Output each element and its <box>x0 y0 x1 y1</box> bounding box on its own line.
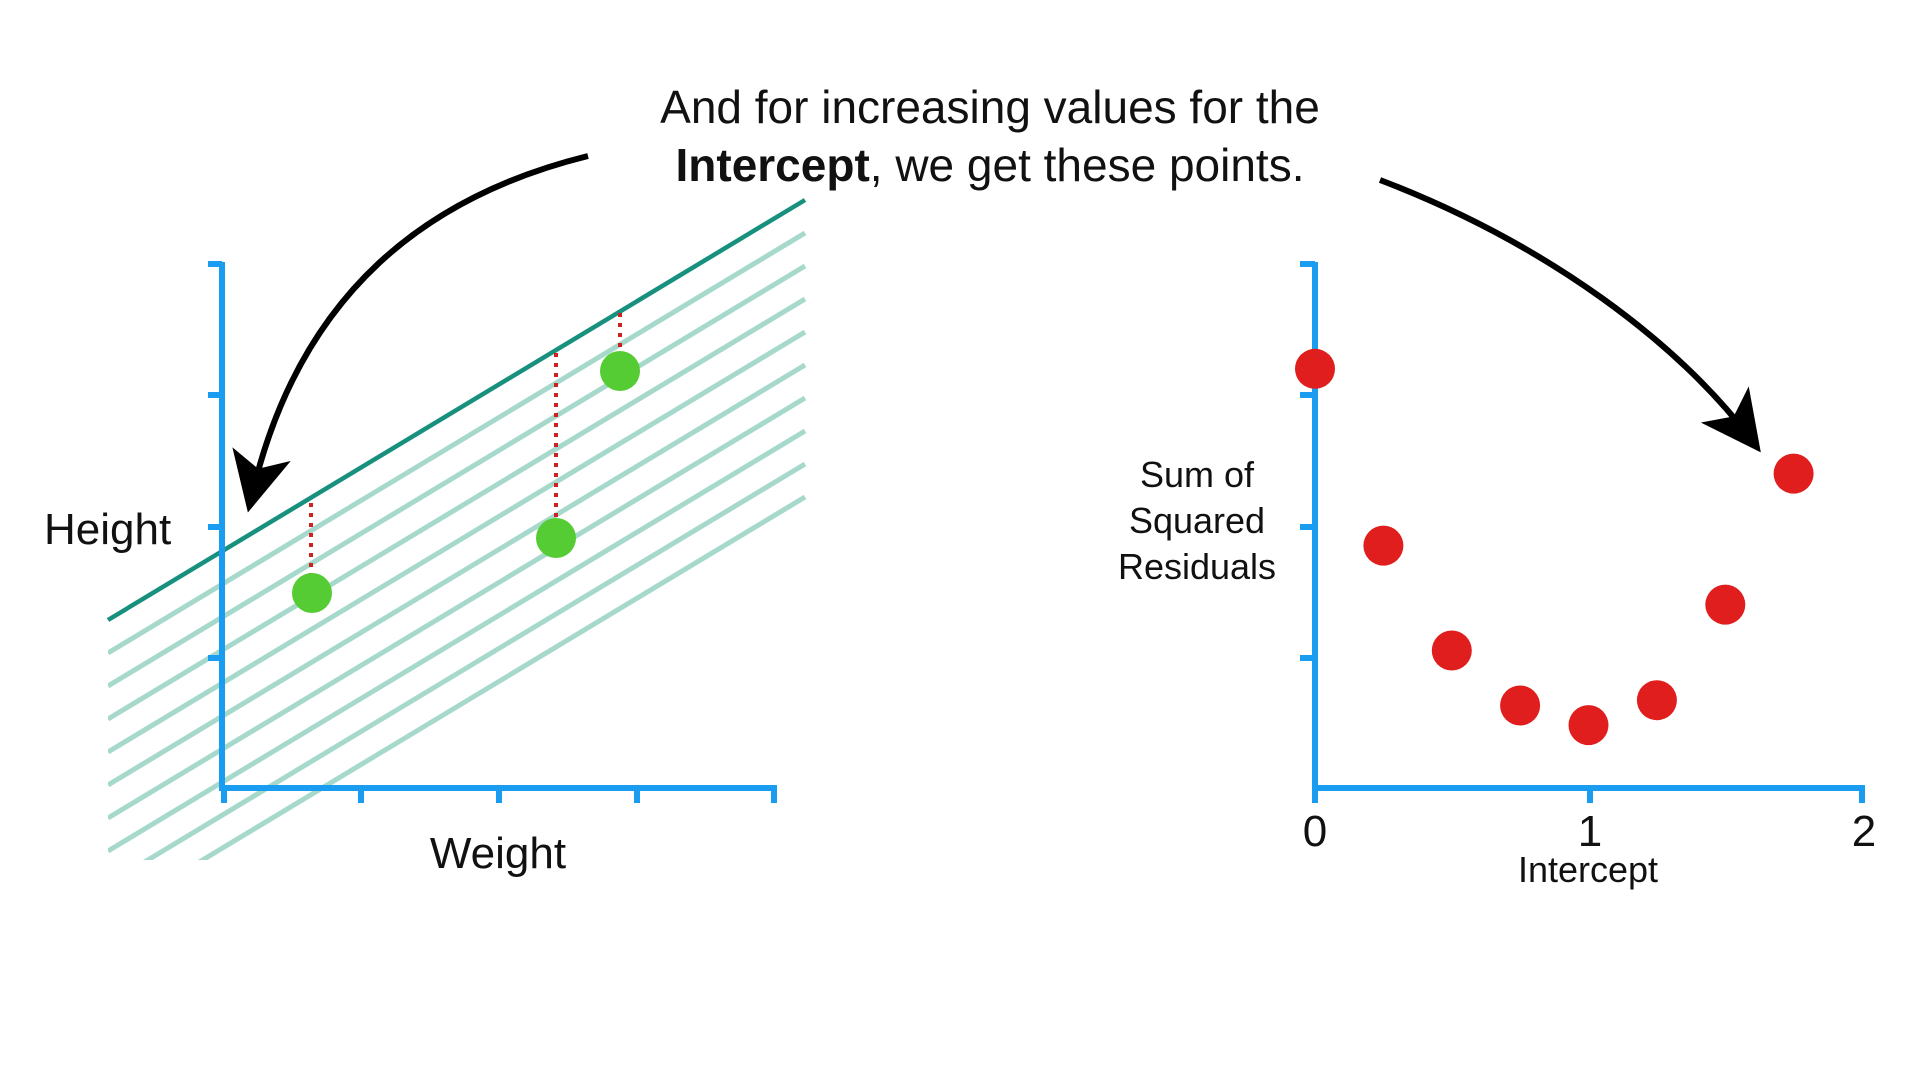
shifted-line <box>108 362 807 788</box>
caption-line-2: Intercept, we get these points. <box>540 136 1440 194</box>
shifted-line <box>108 263 807 689</box>
right-arrow <box>1378 177 1761 453</box>
left-plot: Height Weight <box>44 198 807 878</box>
left-x-axis <box>219 785 777 803</box>
x-tick-label: 0 <box>1303 807 1327 856</box>
ssr-point <box>1295 348 1335 389</box>
residual-lines <box>309 313 622 578</box>
shifted-line <box>197 494 807 860</box>
ssr-y-label-line: Squared <box>1129 500 1265 541</box>
ssr-point <box>1363 525 1404 566</box>
x-tick-label: 1 <box>1578 807 1602 856</box>
shifted-line <box>108 395 807 821</box>
ssr-point <box>1568 705 1609 746</box>
observation-point <box>292 573 332 613</box>
shifted-lines-group <box>108 230 807 860</box>
ssr-point <box>1431 630 1472 671</box>
intercept-tick-labels: 0 1 2 <box>1303 807 1876 856</box>
shifted-line <box>142 461 807 860</box>
ssr-point <box>1636 680 1677 721</box>
caption-line-2-rest: , we get these points. <box>869 139 1305 191</box>
left-y-axis <box>208 261 225 790</box>
left-x-label: Weight <box>430 829 566 878</box>
ssr-point <box>1773 453 1814 494</box>
left-y-label: Height <box>44 505 171 554</box>
right-x-axis <box>1312 785 1865 803</box>
ssr-y-label: Sum of Squared Residuals <box>1118 454 1276 587</box>
left-arrow <box>232 153 589 513</box>
caption-intercept-term: Intercept <box>675 139 870 191</box>
ssr-point <box>1500 685 1541 726</box>
right-plot: Sum of Squared Residuals 0 1 2 Intercept <box>1118 261 1876 890</box>
shifted-line <box>108 230 807 656</box>
x-tick-label: 2 <box>1852 807 1876 856</box>
right-x-label: Intercept <box>1518 849 1658 890</box>
ssr-y-label-line: Residuals <box>1118 546 1276 587</box>
right-y-axis <box>1300 261 1318 790</box>
ssr-point <box>1705 584 1746 625</box>
observation-points <box>292 351 640 613</box>
ssr-y-label-line: Sum of <box>1140 454 1255 495</box>
ssr-points-group <box>1295 348 1814 746</box>
caption: And for increasing values for the Interc… <box>540 78 1440 194</box>
caption-line-1: And for increasing values for the <box>660 81 1320 133</box>
observation-point <box>536 518 576 558</box>
observation-point <box>600 351 640 391</box>
